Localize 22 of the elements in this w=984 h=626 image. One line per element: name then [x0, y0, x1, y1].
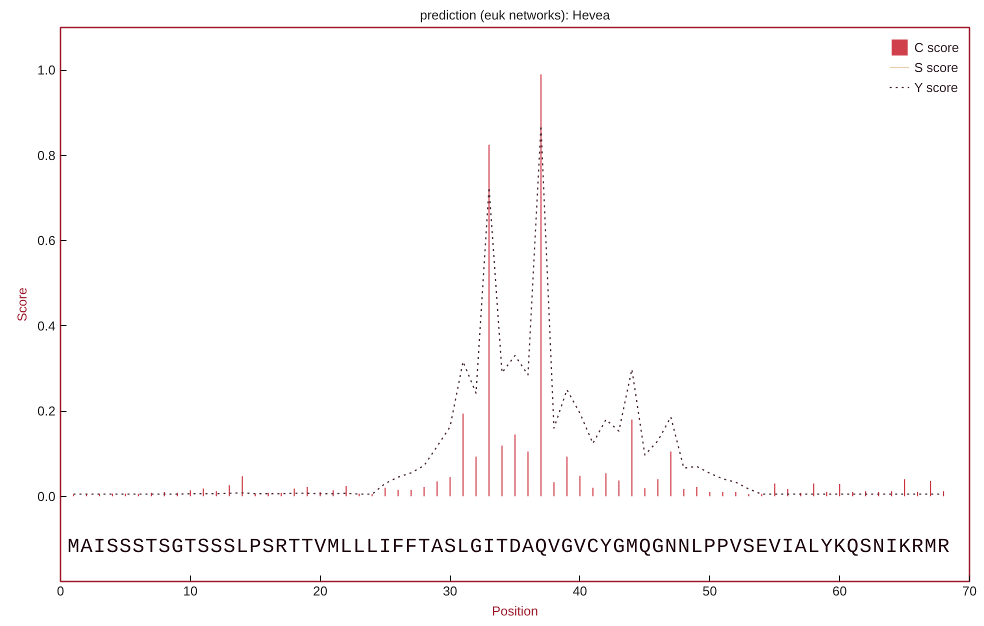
x-tick-label: 0: [56, 584, 64, 598]
x-tick-label: 70: [962, 584, 977, 598]
x-axis-title: Position: [492, 604, 538, 618]
legend-label: C score: [914, 40, 959, 54]
chart-title: prediction (euk networks): Hevea: [420, 8, 611, 22]
legend-label: Y score: [914, 80, 958, 94]
x-tick-label: 20: [312, 584, 328, 598]
y-tick-label: 0.8: [37, 148, 56, 163]
x-tick-label: 40: [572, 584, 588, 598]
x-tick-label: 10: [183, 584, 198, 598]
legend-label: S score: [914, 60, 958, 74]
line-series: [72, 124, 944, 495]
text: MAISSSTSGTSSSLPSRTTVMLLLIFFTASLGITDAQVGVCYGMQGNNLPPVSEVIALYKQSNIKRMR: [67, 536, 950, 559]
y-tick-label: 0.2: [37, 404, 56, 419]
y-tick-label: 0.4: [37, 318, 56, 334]
y-tick-label: 1.0: [37, 62, 56, 78]
x-tick-label: 30: [442, 584, 458, 598]
x-tick-label: 60: [832, 584, 847, 598]
y-tick-label: 0.0: [37, 488, 56, 504]
y-axis-title: Score: [14, 288, 30, 322]
x-tick-label: 50: [702, 584, 718, 598]
y-tick-label: 0.6: [37, 233, 56, 248]
